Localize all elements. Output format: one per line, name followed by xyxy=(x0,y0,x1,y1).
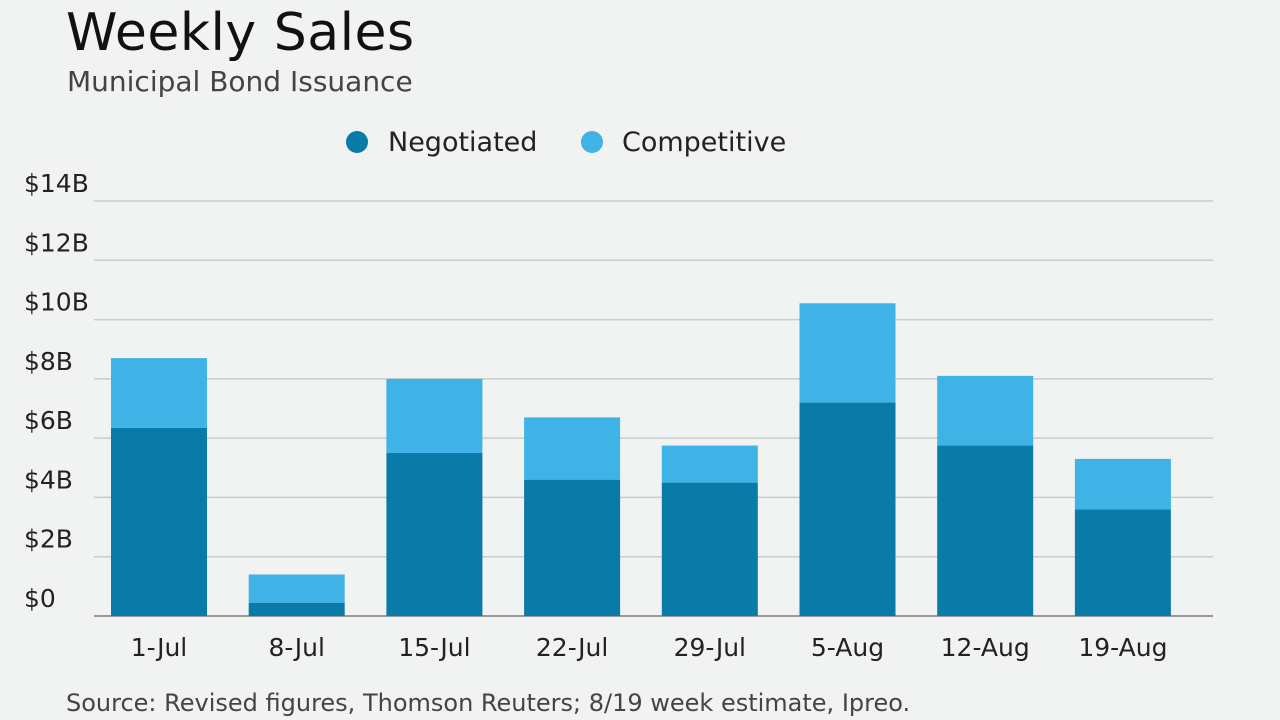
x-tick-label: 12-Aug xyxy=(941,633,1030,662)
x-tick-label: 19-Aug xyxy=(1078,633,1167,662)
bar-competitive-5-aug xyxy=(799,303,896,403)
bar-competitive-1-jul xyxy=(111,358,207,428)
y-tick-label: $14B xyxy=(24,169,89,198)
bar-negotiated-8-jul xyxy=(248,602,345,616)
bar-negotiated-1-jul xyxy=(111,427,207,616)
gridlines xyxy=(94,200,1213,617)
legend-swatch-competitive xyxy=(581,131,603,153)
x-tick-label: 29-Jul xyxy=(674,633,746,662)
bar-negotiated-22-jul xyxy=(524,479,621,616)
bar-competitive-15-jul xyxy=(386,378,483,453)
legend-label-competitive: Competitive xyxy=(622,127,786,158)
y-tick-label: $0 xyxy=(24,584,56,613)
x-tick-label: 15-Jul xyxy=(398,633,470,662)
chart-source: Source: Revised figures, Thomson Reuters… xyxy=(66,689,911,717)
y-tick-label: $10B xyxy=(24,288,89,317)
legend-label-negotiated: Negotiated xyxy=(388,127,537,158)
y-tick-label: $4B xyxy=(24,465,73,494)
x-axis: 1-Jul 8-Jul 15-Jul 22-Jul 29-Jul 5-Aug 12-Aug 1… xyxy=(131,633,1168,662)
legend-swatch-negotiated xyxy=(346,131,368,153)
bar-competitive-22-jul xyxy=(524,417,621,480)
y-axis: $0 $2B $4B $6B $8B $10B $12B $14B xyxy=(24,169,89,613)
bar-negotiated-19-aug xyxy=(1074,509,1171,616)
y-tick-label: $8B xyxy=(24,347,73,376)
bar-negotiated-12-aug xyxy=(937,445,1034,616)
legend: Negotiated Competitive xyxy=(346,127,786,158)
bar-negotiated-15-jul xyxy=(386,452,483,616)
x-tick-label: 1-Jul xyxy=(131,633,187,662)
bar-competitive-29-jul xyxy=(661,445,758,483)
x-tick-label: 5-Aug xyxy=(811,633,884,662)
x-tick-label: 22-Jul xyxy=(536,633,608,662)
x-tick-label: 8-Jul xyxy=(268,633,324,662)
chart-subtitle: Municipal Bond Issuance xyxy=(67,65,413,98)
bar-competitive-12-aug xyxy=(937,375,1034,446)
bars xyxy=(111,303,1171,616)
chart-title: Weekly Sales xyxy=(66,3,415,63)
bar-competitive-19-aug xyxy=(1074,458,1171,510)
bar-negotiated-5-aug xyxy=(799,402,896,616)
y-tick-label: $6B xyxy=(24,406,73,435)
y-tick-label: $12B xyxy=(24,228,89,257)
bar-negotiated-29-jul xyxy=(661,482,758,616)
y-tick-label: $2B xyxy=(24,525,73,554)
bar-competitive-8-jul xyxy=(248,574,345,603)
